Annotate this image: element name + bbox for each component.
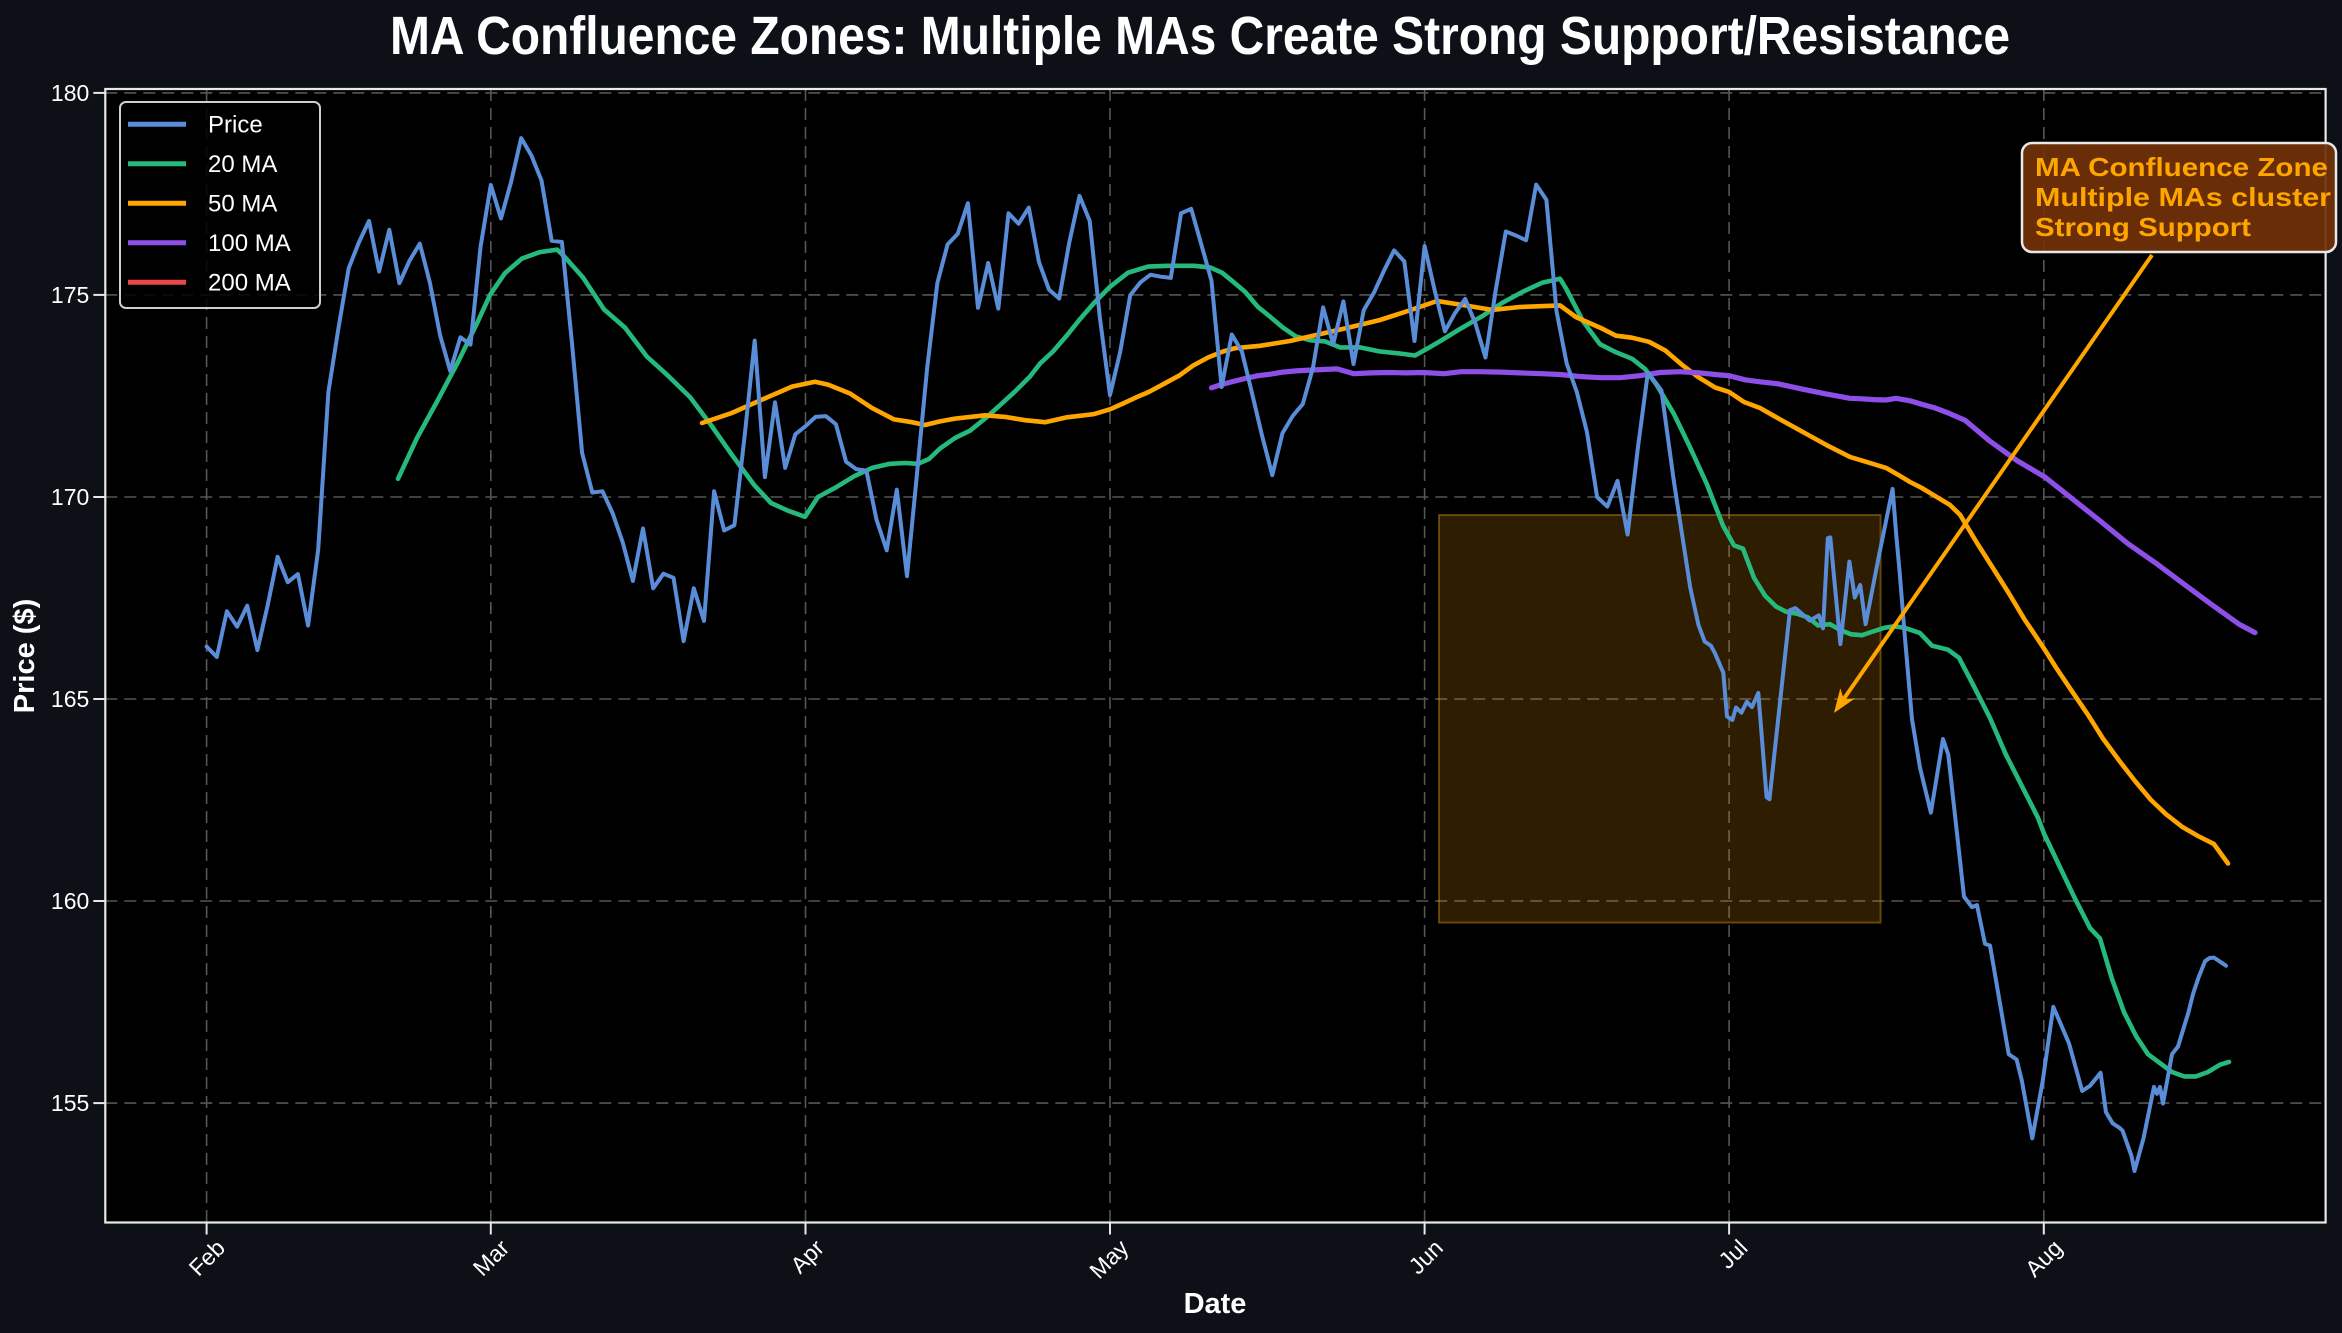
svg-text:100 MA: 100 MA <box>208 230 291 257</box>
svg-text:Date: Date <box>1184 1288 1247 1320</box>
svg-text:MA Confluence Zone: MA Confluence Zone <box>2035 152 2328 182</box>
svg-text:155: 155 <box>51 1090 89 1116</box>
svg-text:50 MA: 50 MA <box>208 190 277 217</box>
svg-text:200 MA: 200 MA <box>208 269 291 296</box>
svg-text:Price ($): Price ($) <box>9 599 41 713</box>
svg-text:Strong Support: Strong Support <box>2035 212 2251 242</box>
svg-text:Price: Price <box>208 111 263 138</box>
svg-text:MA Confluence Zones: Multiple: MA Confluence Zones: Multiple MAs Create… <box>390 6 2010 66</box>
svg-text:175: 175 <box>51 282 89 308</box>
svg-text:165: 165 <box>51 686 89 712</box>
svg-text:160: 160 <box>51 888 89 914</box>
svg-text:180: 180 <box>51 80 89 106</box>
svg-text:170: 170 <box>51 484 89 510</box>
svg-text:20 MA: 20 MA <box>208 151 277 178</box>
svg-text:Multiple MAs cluster: Multiple MAs cluster <box>2035 182 2331 212</box>
